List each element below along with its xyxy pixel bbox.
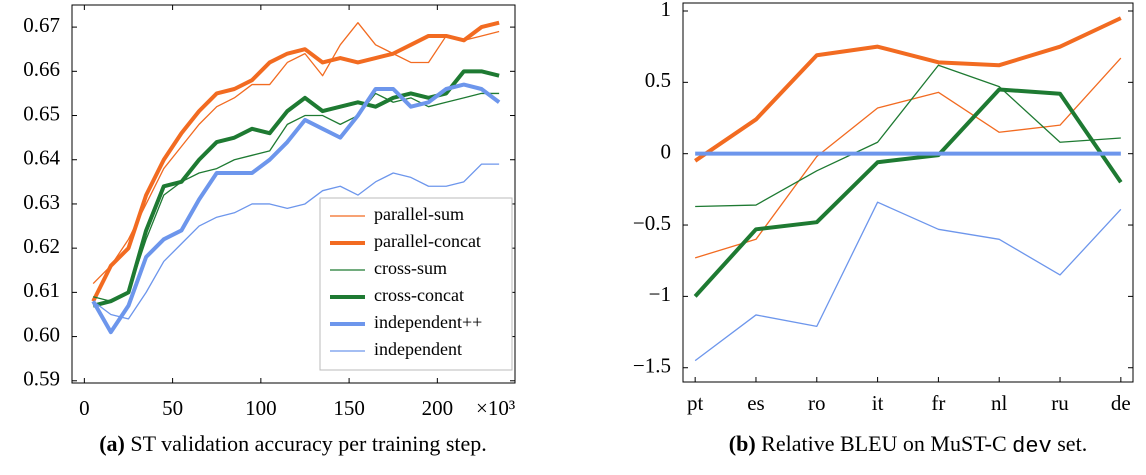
y-tick-label: −0.5 — [633, 211, 671, 235]
x-tick-label: pt — [687, 391, 704, 415]
y-tick-label: 0.59 — [23, 367, 60, 391]
y-tick-label: 0.60 — [23, 322, 60, 346]
series-line — [91, 20, 500, 303]
series-line — [92, 22, 500, 284]
x-tick-label: fr — [931, 391, 945, 415]
series-line — [693, 87, 1123, 298]
plot-frame — [71, 4, 516, 384]
plot-frame — [682, 2, 1134, 383]
series-line — [694, 201, 1122, 362]
x-tick-label: nl — [991, 391, 1008, 415]
series-line — [92, 69, 500, 308]
x-axis-multiplier: ×10³ — [476, 396, 515, 420]
legend-label: cross-concat — [374, 285, 464, 305]
x-tick-label: 100 — [245, 396, 277, 420]
y-tick-label: 1 — [661, 0, 672, 21]
legend-label: parallel-concat — [374, 231, 481, 251]
caption: (b) Relative BLEU on MuST-C dev set. — [729, 431, 1087, 459]
y-tick-label: 0.61 — [23, 278, 60, 302]
y-tick-label: −1 — [649, 282, 671, 306]
x-tick-label: ro — [808, 391, 826, 415]
x-tick-label: it — [872, 391, 884, 415]
x-tick-label: 200 — [422, 396, 454, 420]
y-tick-label: 0 — [661, 139, 672, 163]
caption-text: Relative BLEU on MuST-C — [761, 431, 1006, 456]
x-tick-label: 0 — [79, 396, 90, 420]
caption-code: dev — [1012, 434, 1052, 459]
y-tick-label: 0.67 — [23, 13, 60, 37]
y-tick-label: 0.65 — [23, 101, 60, 125]
legend-label: independent — [374, 339, 462, 359]
series-line — [93, 92, 500, 302]
series-line — [695, 64, 1121, 208]
x-tick-label: de — [1111, 391, 1131, 415]
series-line — [91, 82, 501, 335]
x-tick-label: 50 — [162, 396, 183, 420]
series-line — [694, 57, 1122, 259]
caption-label: (a) — [99, 431, 125, 456]
caption-text: set. — [1057, 431, 1087, 456]
y-tick-label: 0.62 — [23, 234, 60, 258]
series-line — [92, 163, 500, 320]
x-tick-label: es — [747, 391, 765, 415]
caption: (a) ST validation accuracy per training … — [99, 431, 487, 456]
legend-label: cross-sum — [374, 258, 447, 278]
y-tick-label: 0.63 — [23, 190, 60, 214]
y-tick-label: 0.64 — [23, 146, 60, 170]
series-line — [694, 16, 1122, 163]
x-tick-label: ru — [1051, 391, 1069, 415]
y-tick-label: 0.5 — [645, 68, 671, 92]
y-tick-label: 0.66 — [23, 57, 60, 81]
legend-box — [319, 197, 513, 371]
y-tick-label: −1.5 — [633, 354, 671, 378]
legend-label: parallel-sum — [374, 204, 464, 224]
legend-label: independent++ — [374, 312, 482, 332]
x-tick-label: 150 — [333, 396, 365, 420]
caption-label: (b) — [729, 431, 756, 456]
caption-text: ST validation accuracy per training step… — [130, 431, 486, 456]
